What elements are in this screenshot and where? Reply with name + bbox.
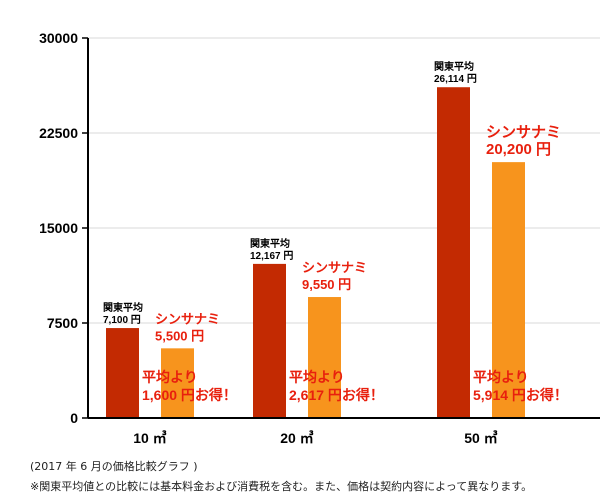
bar-average bbox=[437, 87, 470, 419]
savings-label-line2: 5,914 円お得！ bbox=[473, 387, 568, 403]
price-comparison-chart: 関東平均7,100 円シンサナミ5,500 円平均より1,600 円お得！関東平… bbox=[39, 30, 600, 446]
chart-labels: 関東平均7,100 円シンサナミ5,500 円平均より1,600 円お得！関東平… bbox=[103, 60, 568, 403]
y-tick-label: 0 bbox=[70, 410, 78, 426]
shinsanami-series-label: シンサナミ bbox=[486, 124, 561, 141]
savings-label-line2: 1,600 円お得！ bbox=[142, 387, 237, 403]
chart-axes: 0 7500 15000 22500 30000 10 ㎥ 20 ㎥ 50 ㎥ bbox=[39, 30, 600, 446]
shinsanami-value-label: 9,550 円 bbox=[302, 277, 351, 292]
shinsanami-series-label: シンサナミ bbox=[302, 260, 367, 275]
savings-label-line2: 2,617 円お得！ bbox=[289, 387, 384, 403]
footnote-date: (2017 年 6 月の価格比較グラフ ) bbox=[30, 460, 198, 473]
x-category-label: 20 ㎥ bbox=[280, 430, 313, 446]
savings-label-line1: 平均より bbox=[473, 369, 529, 385]
average-series-label: 関東平均 bbox=[250, 237, 290, 250]
bar-shinsanami bbox=[492, 162, 525, 418]
bar-shinsanami bbox=[308, 297, 341, 418]
footnote-disclaimer: ※関東平均値との比較には基本料金および消費税を含む。また、価格は契約内容によって… bbox=[30, 480, 533, 493]
shinsanami-series-label: シンサナミ bbox=[155, 311, 220, 326]
shinsanami-value-label: 20,200 円 bbox=[486, 141, 551, 158]
average-value-label: 7,100 円 bbox=[103, 314, 141, 326]
savings-label-line1: 平均より bbox=[142, 369, 198, 385]
bar-average bbox=[253, 263, 286, 418]
y-tick-label: 30000 bbox=[39, 30, 78, 46]
y-tick-label: 7500 bbox=[47, 315, 78, 331]
x-category-label: 50 ㎥ bbox=[464, 430, 497, 446]
y-tick-label: 15000 bbox=[39, 220, 78, 236]
y-tick-label: 22500 bbox=[39, 125, 78, 141]
bar-shinsanami bbox=[161, 348, 194, 418]
chart-bars bbox=[106, 87, 525, 419]
average-series-label: 関東平均 bbox=[434, 60, 474, 73]
shinsanami-value-label: 5,500 円 bbox=[155, 328, 204, 343]
average-value-label: 26,114 円 bbox=[434, 73, 477, 85]
average-value-label: 12,167 円 bbox=[250, 250, 293, 262]
bar-average bbox=[106, 328, 139, 418]
savings-label-line1: 平均より bbox=[289, 369, 345, 385]
average-series-label: 関東平均 bbox=[103, 301, 143, 314]
x-category-label: 10 ㎥ bbox=[133, 430, 166, 446]
